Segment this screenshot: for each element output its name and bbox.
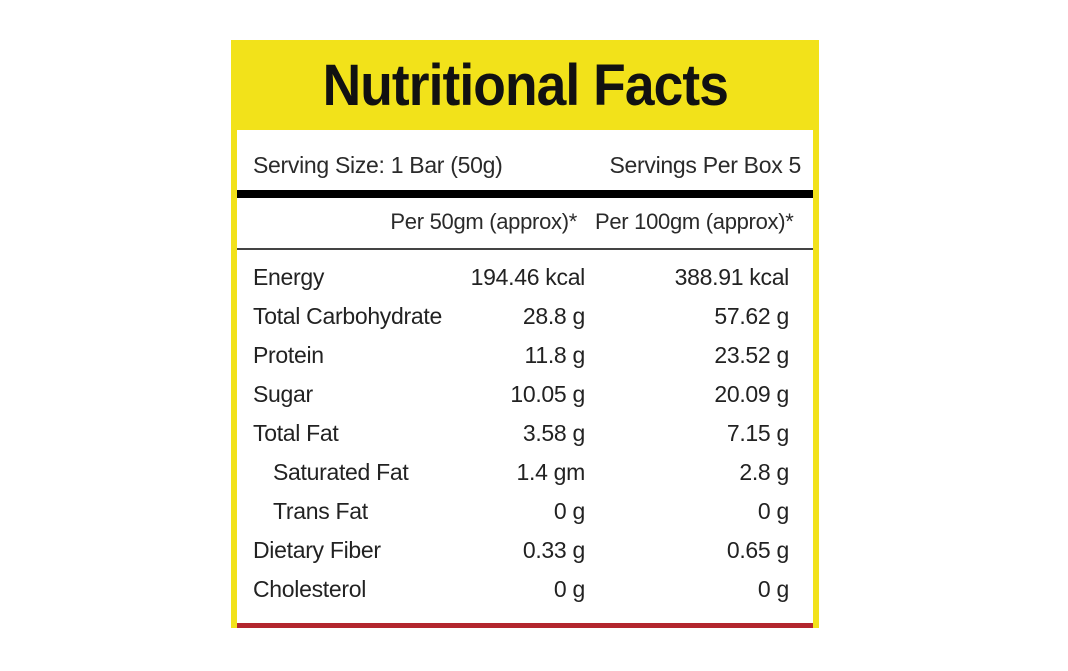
nutrient-value-per-50g: 3.58 g [522, 420, 585, 446]
nutrient-value-per-100g: 23.52 g [714, 342, 789, 368]
nutrient-value-per-50g: 1.4 gm [516, 459, 585, 485]
nutrient-name: Total Fat [253, 420, 339, 446]
nutrient-value-per-50g: 0 g [553, 498, 585, 524]
nutrient-value-per-100g: 0 g [757, 576, 789, 602]
nutrient-row: Total Carbohydrate 28.8 g 57.62 g [237, 297, 813, 336]
nutrient-value-per-50g: 28.8 g [522, 303, 585, 329]
nutrient-value-per-100g: 20.09 g [714, 381, 789, 407]
column-header-per-50g: Per 50gm (approx)* [390, 209, 577, 234]
nutrient-value-per-100g: 0 g [757, 498, 789, 524]
nutrition-facts-label: Nutritional Facts Serving Size: 1 Bar (5… [231, 40, 819, 628]
servings-per-box: Servings Per Box 5 [609, 151, 802, 178]
column-header-per-100g: Per 100gm (approx)* [595, 209, 794, 234]
nutrient-value-per-100g: 388.91 kcal [674, 264, 790, 290]
bottom-strip [237, 623, 813, 628]
nutrient-name: Protein [253, 342, 324, 368]
nutrient-value-per-50g: 0.33 g [522, 537, 585, 563]
serving-info-row: Serving Size: 1 Bar (50g) Servings Per B… [253, 146, 801, 184]
nutrient-value-per-50g: 194.46 kcal [470, 264, 586, 290]
nutrient-value-per-100g: 7.15 g [726, 420, 789, 446]
title-bar: Nutritional Facts [231, 40, 819, 130]
label-title: Nutritional Facts [322, 52, 728, 118]
nutrient-name: Trans Fat [273, 498, 368, 524]
nutrient-row: Cholesterol 0 g 0 g [237, 570, 813, 609]
nutrient-name: Sugar [253, 381, 313, 407]
nutrient-value-per-100g: 0.65 g [726, 537, 789, 563]
nutrient-row: Sugar 10.05 g 20.09 g [237, 375, 813, 414]
nutrient-value-per-100g: 57.62 g [714, 303, 789, 329]
nutrient-row: Energy 194.46 kcal 388.91 kcal [237, 258, 813, 297]
nutrient-row: Trans Fat 0 g 0 g [237, 492, 813, 531]
nutrient-name: Total Carbohydrate [253, 303, 442, 329]
nutrient-row: Total Fat 3.58 g 7.15 g [237, 414, 813, 453]
thick-divider [237, 190, 813, 198]
nutrient-name: Energy [253, 264, 325, 290]
nutrient-value-per-50g: 10.05 g [510, 381, 585, 407]
thin-divider [237, 248, 813, 250]
nutrient-row: Saturated Fat 1.4 gm 2.8 g [237, 453, 813, 492]
nutrient-value-per-50g: 0 g [553, 576, 585, 602]
label-content: Serving Size: 1 Bar (50g) Servings Per B… [237, 130, 813, 623]
nutrient-row: Protein 11.8 g 23.52 g [237, 336, 813, 375]
nutrient-value-per-100g: 2.8 g [739, 459, 789, 485]
serving-size: Serving Size: 1 Bar (50g) [253, 151, 503, 178]
nutrient-row: Dietary Fiber 0.33 g 0.65 g [237, 531, 813, 570]
nutrient-name: Saturated Fat [273, 459, 409, 485]
nutrient-name: Dietary Fiber [253, 537, 381, 563]
nutrient-name: Cholesterol [253, 576, 367, 602]
nutrient-rows: Energy 194.46 kcal 388.91 kcal Total Carboh… [237, 258, 813, 609]
nutrient-value-per-50g: 11.8 g [524, 342, 586, 368]
